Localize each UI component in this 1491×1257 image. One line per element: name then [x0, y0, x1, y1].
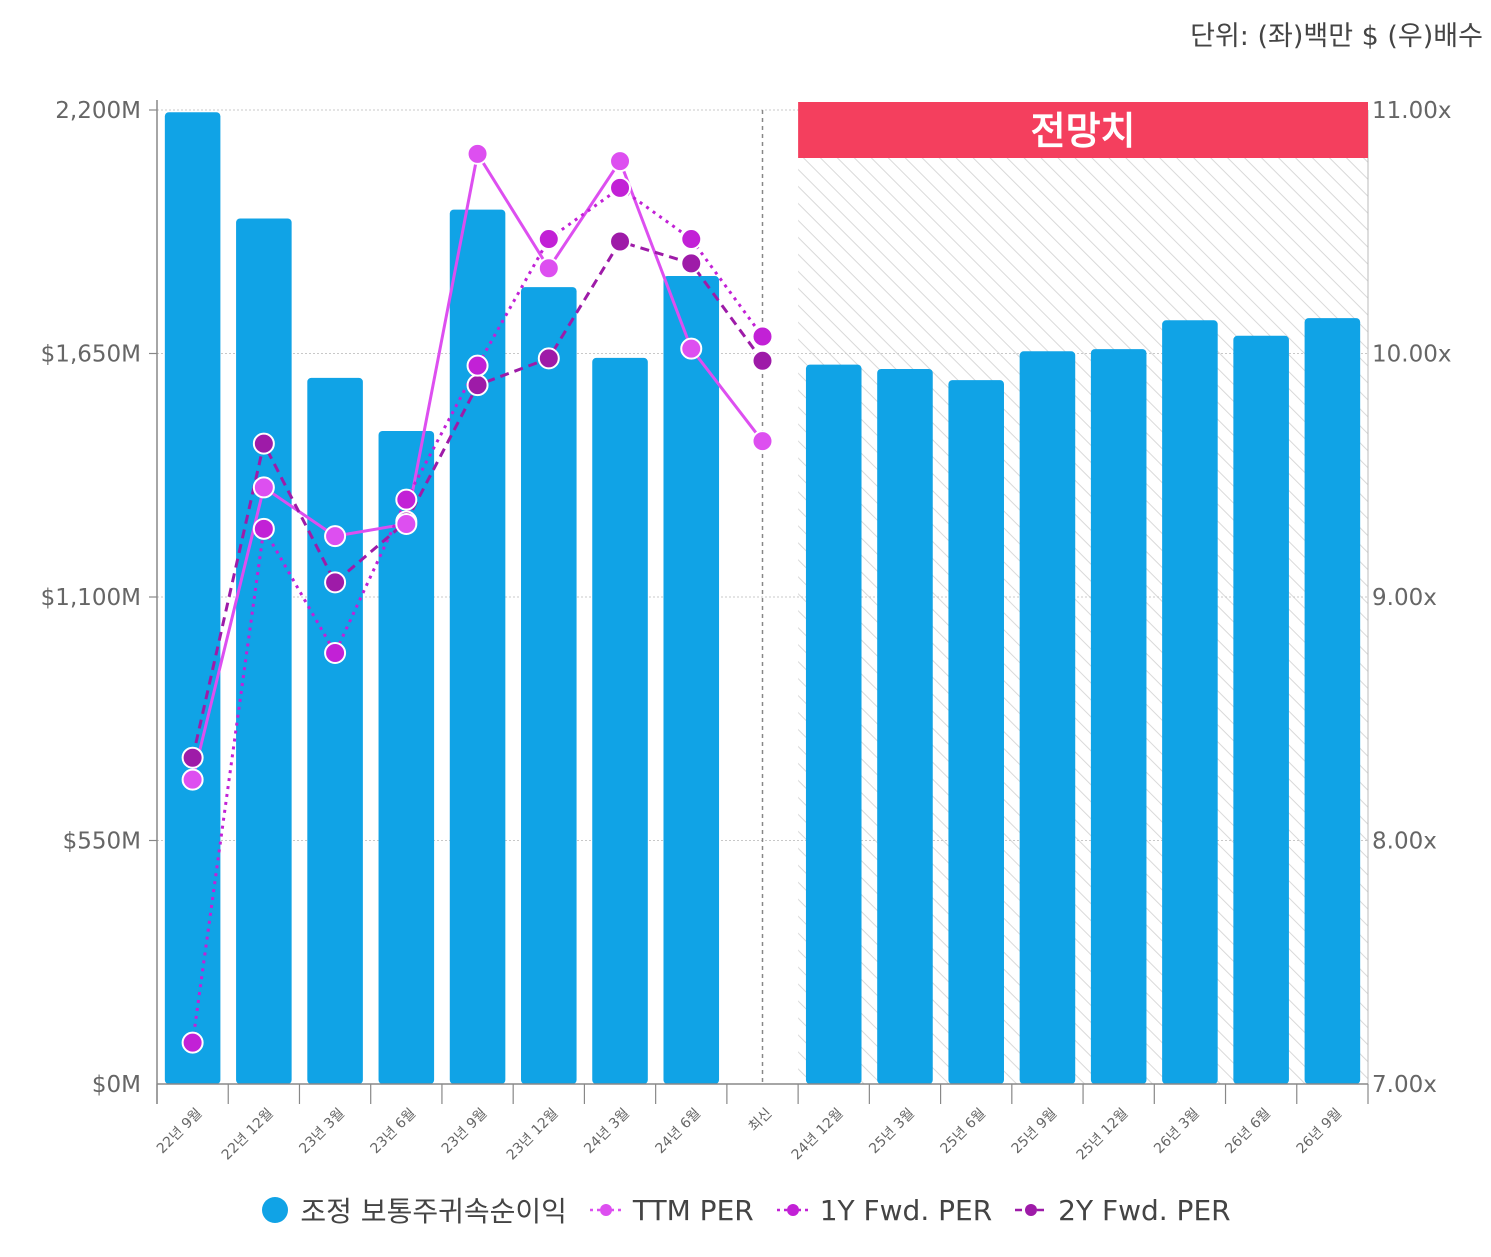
x-tick-label: 23년 9월: [439, 1106, 491, 1158]
x-tick-label: 24년 12월: [789, 1106, 847, 1164]
legend: 조정 보통주귀속순이익 TTM PER 1Y Fwd. PER 2Y Fwd. PER: [0, 1190, 1491, 1230]
data-point: [395, 512, 418, 535]
right-tick-label: 10.00x: [1372, 342, 1451, 368]
data-point: [751, 430, 774, 453]
legend-item: TTM PER: [589, 1194, 754, 1227]
data-point: [680, 337, 703, 360]
x-tick-label: 26년 3월: [1151, 1106, 1203, 1158]
legend-dot: [786, 1204, 799, 1216]
x-tick-label: 25년 6월: [937, 1106, 989, 1158]
bar: [1304, 318, 1361, 1085]
bar: [1233, 335, 1289, 1085]
legend-marker: [1015, 1204, 1048, 1216]
bar: [164, 112, 221, 1085]
fwd1-per-line: [191, 186, 764, 1043]
legend-label: TTM PER: [632, 1193, 754, 1227]
bar: [521, 287, 577, 1084]
data-point: [751, 325, 774, 348]
legend-label: 조정 보통주귀속순이익: [300, 1195, 567, 1228]
unit-label: 단위: (좌)백만 $ (우)배수: [1190, 21, 1483, 52]
x-tick-label: 24년 6월: [653, 1106, 705, 1158]
forecast-banner: [798, 102, 1368, 158]
bar: [378, 430, 435, 1084]
right-tick-label: 7.00x: [1372, 1072, 1437, 1098]
data-point: [252, 432, 275, 455]
legend-label: 2Y Fwd. PER: [1058, 1193, 1231, 1227]
legend-dot: [1025, 1204, 1038, 1216]
data-point: [609, 176, 632, 199]
right-tick-label: 8.00x: [1372, 829, 1437, 855]
legend-item: 조정 보통주귀속순이익: [260, 1190, 567, 1230]
data-point: [466, 354, 489, 377]
data-point: [751, 349, 774, 372]
x-tick-label: 23년 6월: [368, 1106, 420, 1158]
legend-item: 2Y Fwd. PER: [1014, 1193, 1231, 1227]
bar: [1090, 349, 1147, 1084]
data-point: [609, 230, 632, 253]
left-tick-label: $1,650M: [41, 342, 141, 368]
data-point: [324, 642, 347, 665]
x-tick-label: 22년 9월: [154, 1106, 206, 1158]
x-tick-label: 25년 3월: [866, 1106, 918, 1158]
x-tick-label: 25년 12월: [1074, 1106, 1132, 1164]
data-point: [537, 347, 560, 370]
data-point: [537, 257, 560, 280]
x-tick-label: 26년 6월: [1222, 1106, 1274, 1158]
data-point: [466, 374, 489, 397]
left-tick-label: 2,200M: [55, 98, 141, 124]
data-point: [181, 1031, 204, 1054]
legend-marker: [589, 1204, 622, 1216]
x-tick-label: 24년 3월: [581, 1106, 633, 1158]
data-point: [324, 525, 347, 548]
bar: [805, 364, 862, 1084]
data-point: [680, 252, 703, 275]
bar: [663, 276, 720, 1085]
x-tick-label: 25년 9월: [1009, 1106, 1061, 1158]
bar: [307, 377, 363, 1085]
bar: [449, 209, 506, 1084]
legend-label: 1Y Fwd. PER: [819, 1193, 993, 1227]
left-tick-label: $1,100M: [41, 585, 141, 611]
data-point: [395, 488, 418, 511]
bar: [877, 368, 933, 1084]
data-point: [252, 517, 275, 540]
data-point: [537, 228, 560, 251]
bar: [1162, 320, 1218, 1085]
legend-dot: [599, 1204, 612, 1216]
data-point: [181, 746, 204, 769]
legend-marker: [776, 1204, 809, 1216]
forecast-label: 전망치: [1031, 109, 1136, 153]
x-tick-label: 최신: [746, 1106, 776, 1136]
data-point: [324, 571, 347, 594]
legend-item: 1Y Fwd. PER: [776, 1194, 992, 1227]
x-tick-label: 22년 12월: [219, 1106, 277, 1164]
bar: [592, 357, 648, 1085]
data-point: [252, 476, 275, 499]
left-tick-label: $550M: [63, 829, 141, 855]
data-point: [181, 768, 204, 791]
bar: [948, 380, 1004, 1085]
chart: $0M 7.00x $550M 8.00x $1,100M 9.00x $1,650M 10.…: [41, 98, 1452, 1164]
right-tick-label: 9.00x: [1372, 585, 1437, 611]
bar: [1019, 351, 1076, 1084]
legend-marker: [262, 1197, 289, 1223]
x-tick-label: 26년 9월: [1294, 1106, 1346, 1158]
left-tick-label: $0M: [92, 1072, 141, 1098]
bar: [236, 218, 292, 1084]
data-point: [466, 142, 489, 165]
data-point: [609, 150, 632, 173]
x-tick-label: 23년 12월: [504, 1106, 562, 1164]
right-tick-label: 11.00x: [1372, 98, 1451, 124]
x-tick-label: 23년 3월: [296, 1106, 348, 1158]
legend-dot: [262, 1197, 289, 1223]
data-point: [680, 228, 703, 251]
